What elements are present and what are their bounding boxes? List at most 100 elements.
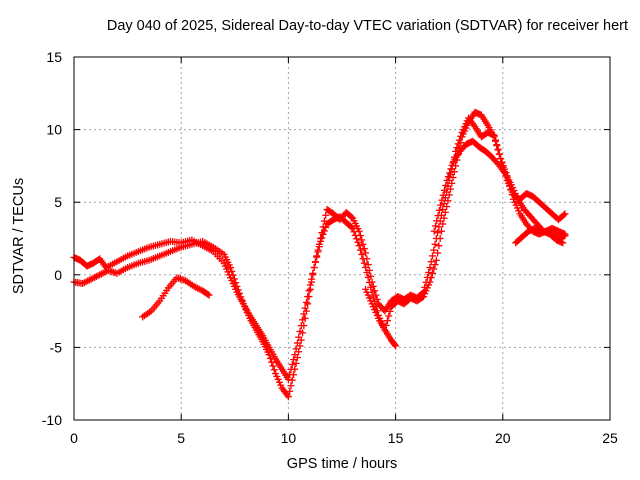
data-point <box>315 243 323 251</box>
data-point <box>559 239 567 247</box>
data-point <box>292 359 300 367</box>
data-point <box>490 133 498 141</box>
data-point <box>386 307 394 315</box>
data-point <box>233 282 241 290</box>
data-point <box>311 258 319 266</box>
data-point <box>229 271 237 279</box>
data-point <box>426 278 434 286</box>
data-point <box>435 206 443 214</box>
data-point <box>495 150 503 158</box>
data-point <box>355 242 363 250</box>
data-point <box>385 312 393 320</box>
data-point <box>354 238 362 246</box>
data-point <box>508 191 516 199</box>
data-point <box>391 341 399 349</box>
data-point <box>436 235 444 242</box>
data-point <box>309 271 317 279</box>
data-point <box>434 229 442 237</box>
series-track-5 <box>430 137 567 247</box>
data-point <box>308 278 316 286</box>
data-point <box>237 293 245 301</box>
data-point <box>561 232 569 240</box>
data-point <box>448 179 456 187</box>
data-point <box>293 354 301 362</box>
data-point <box>204 290 212 298</box>
data-point <box>290 356 298 364</box>
data-point <box>270 366 278 374</box>
data-point <box>444 197 452 205</box>
data-point <box>440 186 448 194</box>
y-tick-label: 15 <box>46 49 62 65</box>
data-point <box>431 261 439 269</box>
data-point <box>288 361 296 369</box>
series-track-3 <box>139 274 213 321</box>
data-point <box>356 246 364 254</box>
grid-lines <box>74 57 610 420</box>
data-point <box>359 240 367 248</box>
data-point <box>434 249 442 257</box>
data-point <box>236 289 244 297</box>
data-point <box>228 267 236 275</box>
data-point <box>494 146 502 154</box>
data-point <box>358 250 366 258</box>
x-tick-label: 5 <box>177 430 185 446</box>
data-point <box>350 228 358 236</box>
data-point <box>430 246 438 254</box>
data-point <box>313 253 321 261</box>
data-point <box>291 365 299 373</box>
x-tick-label: 25 <box>602 430 618 446</box>
data-point <box>364 273 372 281</box>
data-point <box>439 191 447 199</box>
data-point <box>269 362 277 370</box>
data-point <box>284 375 292 383</box>
data-point <box>286 387 294 395</box>
data-point <box>418 293 426 301</box>
data-point <box>349 224 357 232</box>
data-point <box>439 220 447 228</box>
data-point <box>434 212 442 220</box>
data-point <box>432 256 440 264</box>
data-point <box>437 227 445 235</box>
data-point <box>296 342 304 350</box>
data-point <box>290 371 298 379</box>
y-axis-label: SDTVAR / TECUs <box>11 177 27 295</box>
data-point <box>351 231 359 239</box>
data-point <box>441 208 449 216</box>
data-point <box>358 236 366 244</box>
data-point <box>447 165 455 173</box>
data-point <box>322 211 330 219</box>
data-point <box>440 214 448 222</box>
data-point <box>457 139 465 147</box>
data-point <box>347 213 355 221</box>
y-tick-label: 0 <box>54 267 62 283</box>
plot-frame <box>73 56 611 421</box>
data-point <box>492 137 500 145</box>
data-point <box>427 258 435 266</box>
data-point <box>493 142 501 150</box>
data-point <box>435 242 443 250</box>
data-point <box>319 230 327 238</box>
data-point <box>362 264 370 272</box>
x-axis-label: GPS time / hours <box>286 456 398 472</box>
y-tick-label: 10 <box>46 122 62 138</box>
data-point <box>205 291 213 299</box>
axis-ticks: 0 5 10 15 20 25 -10 -5 0 5 10 15 <box>42 49 618 446</box>
data-point <box>430 227 438 235</box>
data-point <box>428 252 436 260</box>
data-point <box>438 196 446 204</box>
data-point <box>430 265 438 273</box>
data-point <box>446 185 454 193</box>
data-point <box>320 227 328 235</box>
data-point <box>362 249 370 257</box>
data-point <box>435 223 443 231</box>
data-point <box>363 268 371 276</box>
data-point <box>265 351 273 359</box>
x-tick-label: 0 <box>70 430 78 446</box>
data-points <box>70 108 569 401</box>
data-point <box>360 245 368 253</box>
data-point <box>288 376 296 384</box>
data-point <box>425 268 433 276</box>
data-point <box>443 203 451 211</box>
data-point <box>310 264 318 272</box>
